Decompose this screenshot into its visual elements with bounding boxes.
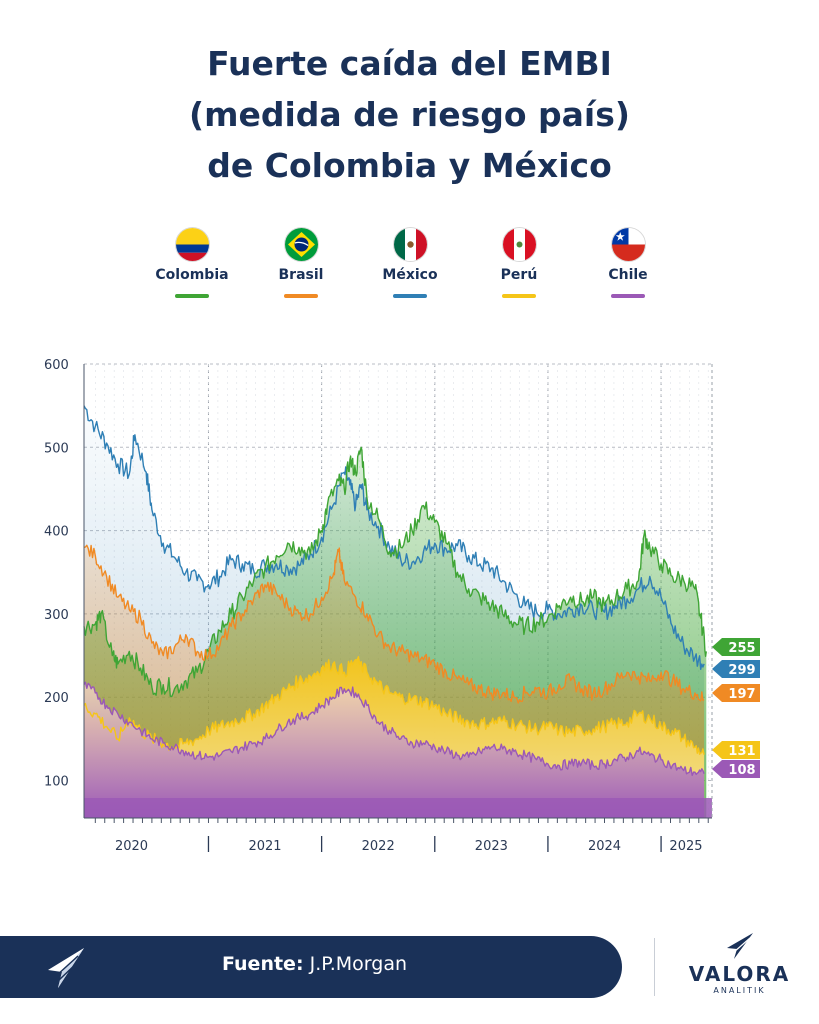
- end-label-colombia: 255: [712, 638, 760, 656]
- end-labels: 255 299 197 131 108: [712, 638, 760, 778]
- y-tick-label: 100: [44, 775, 69, 790]
- brazil-flag-icon: [284, 228, 318, 261]
- brand-logo: VALORA ANALITIK: [672, 932, 807, 995]
- end-label-value: 299: [728, 663, 755, 678]
- legend-item-mexico: México: [355, 228, 465, 298]
- chile-base-band: [84, 798, 712, 818]
- legend-swatch-chile: [611, 294, 645, 298]
- legend-item-chile: Chile: [573, 228, 683, 298]
- end-label-value: 255: [728, 641, 755, 656]
- area-chile: [84, 682, 705, 818]
- end-label-méxico: 299: [712, 660, 760, 678]
- title-line-3: de Colombia y México: [207, 146, 612, 185]
- x-tick-label: 2023: [475, 839, 508, 854]
- peru-flag-icon: [502, 228, 536, 261]
- chart-axes: 100 200 300 400 500 600 2020 2021 2022 2023 2024 20…: [44, 358, 713, 854]
- footer-divider: [654, 938, 655, 996]
- source-label: Fuente:: [222, 953, 304, 975]
- legend-item-colombia: Colombia: [137, 228, 247, 298]
- legend-swatch-brasil: [284, 294, 318, 298]
- series-line-brasil: [83, 544, 705, 704]
- end-label-value: 131: [728, 744, 755, 759]
- y-tick-label: 500: [44, 441, 69, 456]
- embi-chart: 100 200 300 400 500 600 2020 2021 2022 2023 2024 20…: [44, 358, 760, 854]
- chile-flag-icon: [611, 228, 645, 261]
- legend-label-peru: Perú: [500, 267, 538, 283]
- y-tick-label: 600: [44, 358, 69, 373]
- legend-item-brasil: Brasil: [246, 228, 356, 298]
- legend-label-brasil: Brasil: [278, 267, 324, 283]
- end-label-tag: [712, 684, 760, 702]
- end-label-value: 197: [728, 687, 755, 702]
- series-line-méxico: [83, 405, 705, 670]
- legend: Colombia Brasil México Perú Chile: [0, 228, 819, 308]
- footer-bar: [0, 936, 622, 998]
- end-label-tag: [712, 741, 760, 759]
- legend-label-chile: Chile: [608, 267, 648, 283]
- title-line-1: Fuerte caída del EMBI: [207, 44, 612, 83]
- legend-label-colombia: Colombia: [155, 267, 229, 283]
- colombia-flag-icon: [175, 228, 209, 261]
- mexico-flag-icon: [393, 228, 427, 261]
- end-label-brasil: 197: [712, 684, 760, 702]
- end-label-chile: 108: [712, 760, 760, 778]
- legend-item-peru: Perú: [464, 228, 574, 298]
- brand-sub: ANALITIK: [713, 986, 766, 995]
- y-tick-label: 400: [44, 525, 69, 540]
- legend-label-mexico: México: [382, 267, 438, 283]
- end-label-perú: 131: [712, 741, 760, 759]
- valora-mark-icon: [726, 933, 753, 959]
- y-tick-label: 300: [44, 608, 69, 623]
- legend-swatch-mexico: [393, 294, 427, 298]
- series-line-colombia: [83, 446, 707, 698]
- source-value: J.P.Morgan: [309, 953, 408, 975]
- x-tick-label: 2021: [248, 839, 281, 854]
- end-label-tag: [712, 760, 760, 778]
- x-tick-label: 2020: [115, 839, 148, 854]
- series-line-chile: [83, 681, 705, 777]
- series-line-perú: [83, 656, 705, 755]
- chart-lines: [83, 405, 707, 777]
- x-tick-label: 2025: [669, 839, 702, 854]
- brand-name: VALORA: [688, 962, 791, 986]
- y-tick-label: 200: [44, 691, 69, 706]
- title-line-2: (medida de riesgo país): [189, 95, 630, 134]
- chart-areas: [84, 405, 712, 818]
- end-label-tag: [712, 660, 760, 678]
- end-label-tag: [712, 638, 760, 656]
- legend-swatch-peru: [502, 294, 536, 298]
- chart-title: Fuerte caída del EMBI (medida de riesgo …: [0, 38, 819, 191]
- x-tick-label: 2024: [588, 839, 621, 854]
- valora-arrow-logo-icon: [44, 946, 88, 994]
- end-label-value: 108: [728, 763, 755, 778]
- x-tick-label: 2022: [362, 839, 395, 854]
- legend-swatch-colombia: [175, 294, 209, 298]
- source-note: Fuente: J.P.Morgan: [222, 953, 407, 975]
